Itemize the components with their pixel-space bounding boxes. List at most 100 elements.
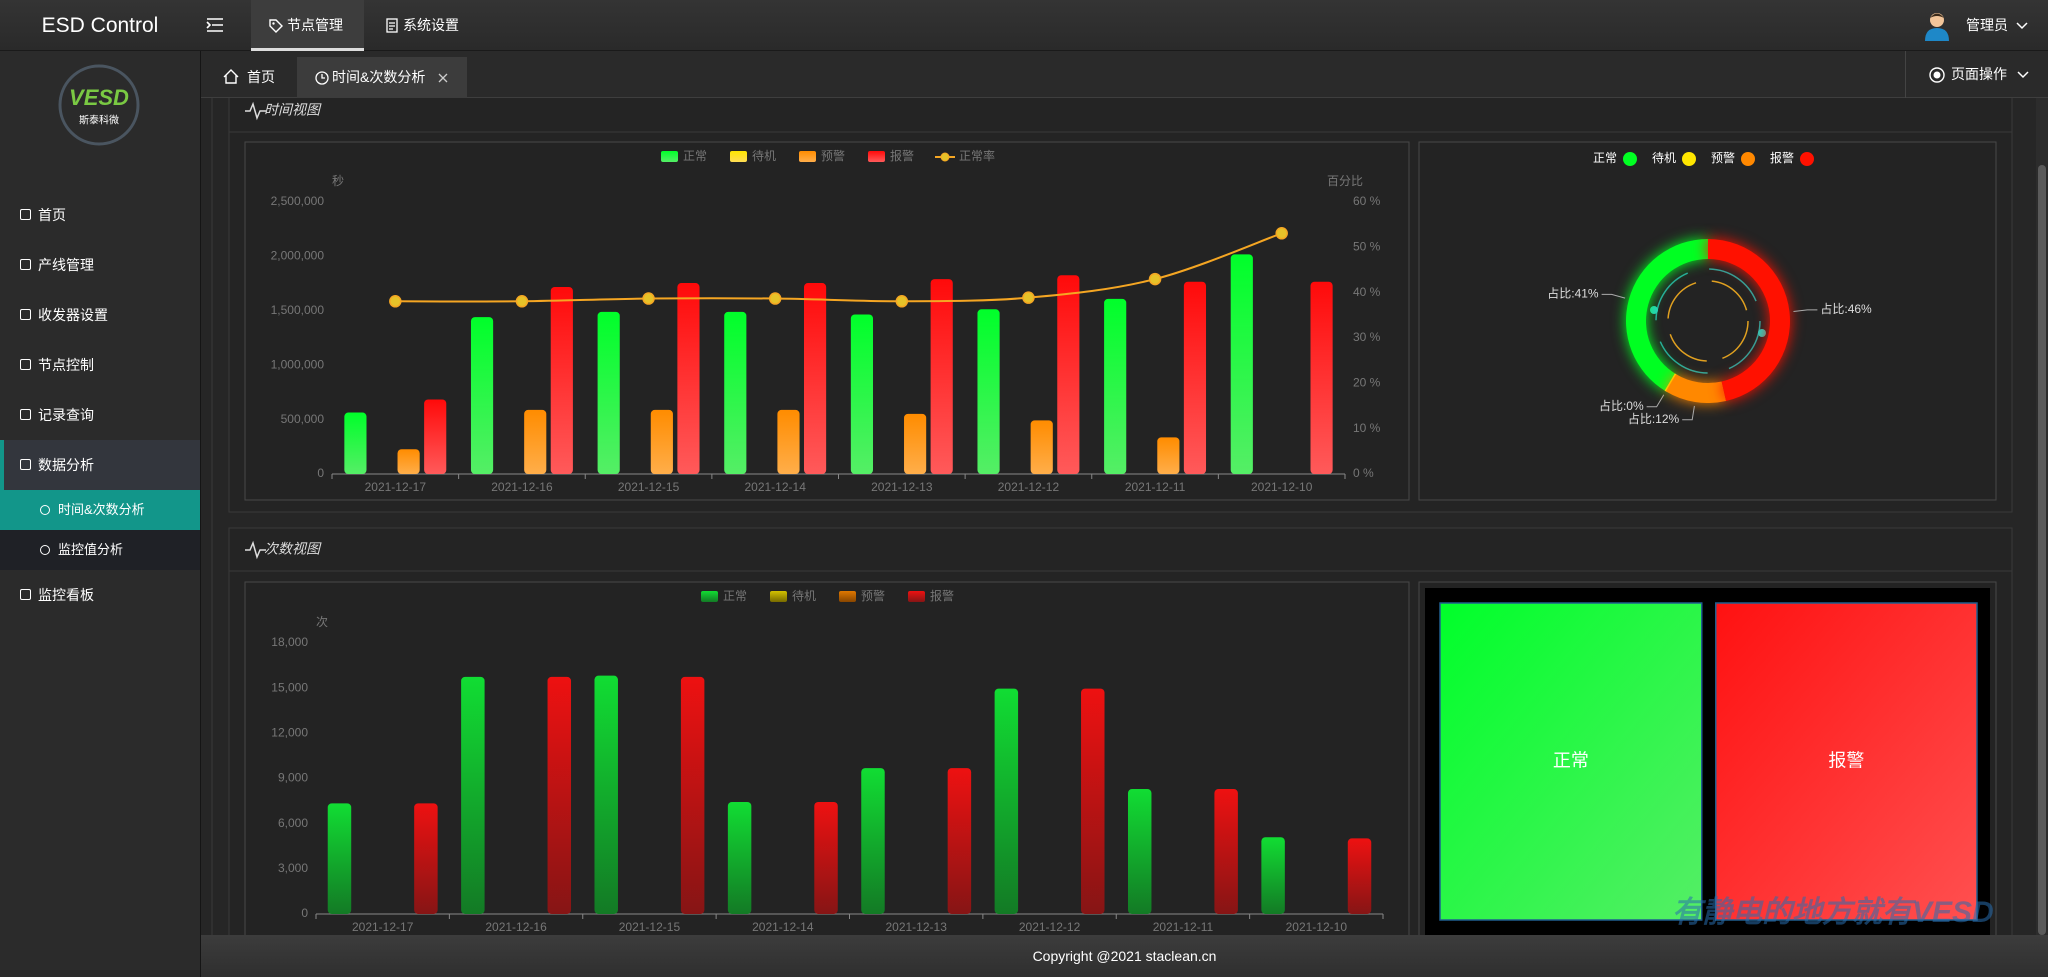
bar [994,688,1019,914]
submenu-icon [40,505,50,515]
data-label: 占比:46% [1820,301,1872,316]
label-leader [1793,309,1818,312]
legend-label[interactable]: 正常 [683,149,707,163]
bar [594,675,618,914]
bar [803,283,827,474]
menu-item[interactable]: 首页 [38,207,66,223]
y2-tick-label: 10 % [1353,421,1381,435]
menu-toggle[interactable] [206,17,224,33]
y-tick-label: 1,500,000 [271,303,325,317]
legend-label[interactable]: 报警 [890,148,914,163]
bar [777,409,800,474]
user-name[interactable]: 管理员 [1966,17,2008,33]
line-point [768,292,782,305]
donut-segment [1708,238,1791,401]
bar [1157,437,1180,474]
page-ops[interactable]: 页面操作 [1951,66,2007,82]
bar [1261,837,1285,914]
submenu-icon [40,545,50,555]
legend-swatch [799,151,816,162]
bar [680,676,705,914]
brand: ESD Control [41,14,159,37]
treemap-cell[interactable] [1439,602,1703,921]
legend-label[interactable]: 预警 [1711,150,1735,165]
legend-label[interactable]: 预警 [821,148,845,163]
donut-ring [1655,268,1761,374]
label-leader [1682,405,1695,421]
y2-axis-title: 百分比 [1327,174,1363,188]
bar [677,283,700,474]
treemap-label: 报警 [1828,750,1864,770]
user-avatar[interactable] [1923,11,1951,41]
page-tab[interactable]: 首页 [247,69,275,85]
legend-label[interactable]: 正常 [1593,151,1617,165]
legend-swatch [770,591,787,602]
bar [327,803,352,914]
y-axis-title: 秒 [332,174,344,188]
data-label: 占比:0% [1599,398,1644,413]
chart-box [1418,141,1997,501]
bar [1127,789,1152,914]
menu-icon [20,359,31,370]
header: ESD Control 节点管理 系统设置 管理员 [0,0,2048,51]
menu-item[interactable]: 产线管理 [38,257,94,273]
line-point [1275,227,1288,240]
y2-tick-label: 0 % [1353,466,1374,480]
bar [470,317,494,474]
page-tab-active[interactable]: 时间&次数分析 [297,57,467,98]
legend-label[interactable]: 待机 [792,589,816,603]
bar [930,279,953,474]
legend-label[interactable]: 待机 [1652,151,1676,165]
x-tick-label: 2021-12-14 [744,480,806,494]
menu-item[interactable]: 监控看板 [38,587,94,603]
home-icon [223,69,239,84]
y2-tick-label: 60 % [1353,194,1381,208]
legend-label[interactable]: 待机 [752,149,776,163]
bar [1230,254,1253,474]
legend-swatch [661,151,678,162]
tab-close[interactable] [438,73,448,83]
line-point [1148,272,1162,286]
legend-swatch [701,591,718,602]
menu-item[interactable]: 收发器设置 [38,307,108,323]
menu-item[interactable]: 节点控制 [38,357,94,373]
dropdown-arrow [2017,71,2029,79]
y-tick-label: 0 [317,466,324,480]
legend-label[interactable]: 正常 [723,589,747,603]
submenu-item[interactable]: 监控值分析 [0,530,200,570]
scrollbar-thumb[interactable] [2038,165,2046,935]
legend-label[interactable]: 报警 [1770,150,1794,165]
y-tick-label: 6,000 [278,816,308,830]
y-tick-label: 15,000 [271,680,308,694]
menu-icon [20,209,31,220]
header-tab[interactable]: 系统设置 [403,17,459,33]
menu-icon [20,309,31,320]
y-tick-label: 1,000,000 [271,357,325,371]
menu-item[interactable]: 记录查询 [38,407,94,423]
panel-icon [245,540,266,560]
legend-label[interactable]: 正常率 [959,148,995,163]
legend-label[interactable]: 预警 [861,588,885,603]
tab-icon [386,18,398,33]
y2-tick-label: 20 % [1353,376,1381,390]
page-ops-box [1905,51,2048,98]
line-point [389,295,402,308]
bar [650,409,673,474]
y2-tick-label: 40 % [1353,285,1381,299]
x-tick-label: 2021-12-13 [885,920,947,934]
legend-label[interactable]: 报警 [930,588,954,603]
watermark: 有静电的地方就有VESD [1672,895,1994,929]
menu-icon [20,259,31,270]
bar [1030,420,1053,474]
treemap-cell[interactable] [1714,602,1978,921]
x-tick-label: 2021-12-15 [619,920,681,934]
menu-item[interactable]: 数据分析 [0,440,200,490]
bar [524,409,547,474]
line-point [895,295,909,308]
submenu-item[interactable]: 时间&次数分析 [0,490,200,530]
bar [414,803,438,914]
bar [1057,275,1080,474]
legend-swatch [1623,152,1637,166]
x-tick-label: 2021-12-12 [998,480,1060,494]
